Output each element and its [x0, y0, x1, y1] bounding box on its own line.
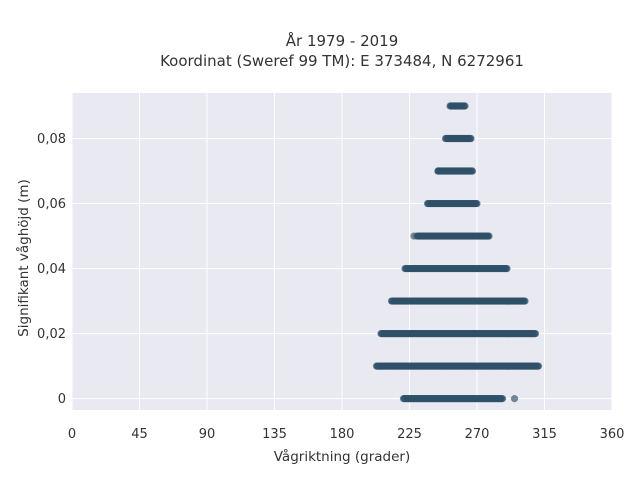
data-band [446, 102, 469, 110]
y-tick-label: 0,06 [37, 197, 66, 212]
x-tick-label: 135 [262, 427, 287, 442]
x-tick-label: 0 [68, 427, 76, 442]
y-tick-labels: 0 0,02 0,04 0,06 0,08 [37, 132, 66, 407]
data-point [434, 167, 442, 175]
data-band [377, 329, 540, 338]
chart-title-line-2: Koordinat (Sweref 99 TM): E 373484, N 62… [160, 52, 524, 70]
x-tick-label: 45 [131, 427, 148, 442]
data-band [399, 395, 507, 403]
data-point [534, 362, 543, 370]
data-band [441, 134, 475, 143]
data-point [498, 395, 507, 403]
y-tick-label: 0 [58, 392, 66, 407]
data-point [521, 297, 529, 305]
data-point [461, 102, 469, 110]
x-tick-label: 90 [199, 427, 216, 442]
data-band [372, 362, 543, 370]
x-tick-label: 360 [600, 427, 625, 442]
x-tick-label: 315 [532, 427, 557, 442]
data-point [510, 395, 519, 403]
data-band [401, 264, 511, 273]
y-tick-label: 0,08 [37, 132, 66, 147]
y-tick-label: 0,04 [37, 262, 66, 277]
x-axis-title: Vågriktning (grader) [274, 448, 411, 465]
x-tick-label: 225 [397, 427, 422, 442]
data-points [372, 102, 543, 403]
x-tick-labels: 0 45 90 135 180 225 270 315 360 [68, 427, 625, 442]
chart-title-line-1: År 1979 - 2019 [286, 31, 399, 50]
data-point [485, 232, 493, 240]
x-tick-label: 180 [330, 427, 355, 442]
x-tick-label: 270 [465, 427, 490, 442]
data-point [503, 264, 511, 273]
y-axis-title: Signifikant våghöjd (m) [15, 179, 32, 337]
data-point [531, 329, 540, 338]
data-band [387, 297, 529, 305]
data-band [434, 167, 477, 175]
y-tick-label: 0,02 [37, 327, 66, 342]
data-band [413, 232, 493, 240]
data-point [467, 134, 475, 143]
data-band [423, 199, 481, 208]
data-point [468, 167, 477, 175]
data-point [473, 199, 481, 208]
data-point [410, 232, 418, 240]
